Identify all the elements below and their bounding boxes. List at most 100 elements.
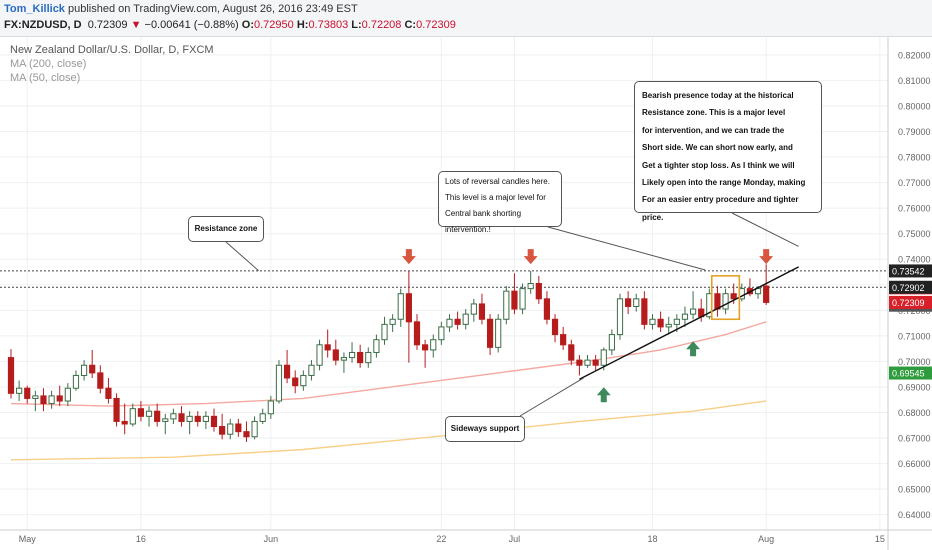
candle-body xyxy=(486,318,494,348)
candle-body xyxy=(608,334,615,351)
ohlc-line: FX:NZDUSD, D 0.72309 ▼ −0.00641 (−0.88%)… xyxy=(4,19,456,31)
y-tick-label: 0.77000 xyxy=(898,178,931,188)
y-tick-label: 0.76000 xyxy=(898,204,931,214)
candle-body xyxy=(503,290,510,320)
candle-body xyxy=(413,321,421,346)
candle-body xyxy=(511,290,518,310)
candle-body xyxy=(113,397,120,422)
candle-body xyxy=(714,293,721,310)
annotation-pointer xyxy=(225,241,259,272)
candle-body xyxy=(80,364,88,376)
candle-body xyxy=(194,415,201,422)
change-value: −0.00641 (−0.88%) xyxy=(144,19,239,31)
candle-body xyxy=(730,293,737,300)
arrow-up-icon xyxy=(686,341,701,357)
ma200-line xyxy=(10,400,767,461)
candle-body xyxy=(649,318,656,325)
publish-line: Tom_Killick published on TradingView.com… xyxy=(4,3,358,15)
candle-body xyxy=(551,318,559,336)
y-tick-label: 0.75000 xyxy=(898,229,931,239)
annotation-line: For an easier entry procedure and tighte… xyxy=(642,195,799,222)
x-tick-label: Jun xyxy=(264,534,279,544)
candle-body xyxy=(438,326,445,341)
annotation-pointer xyxy=(547,226,706,271)
candle-body xyxy=(251,420,258,438)
annotation-pointer xyxy=(519,377,584,417)
candle-body xyxy=(657,318,664,328)
chart-legend-title: New Zealand Dollar/U.S. Dollar, D, FXCM xyxy=(10,44,214,56)
candle-body xyxy=(154,410,161,422)
x-tick-label: Aug xyxy=(758,534,774,544)
candle-body xyxy=(592,359,599,366)
candle-body xyxy=(283,364,291,379)
candle-body xyxy=(633,298,640,307)
y-tick-label: 0.71000 xyxy=(898,331,931,341)
annotation-line: Sideways support xyxy=(450,424,520,433)
candle-body xyxy=(665,323,672,328)
candle-body xyxy=(430,339,437,351)
candle-body xyxy=(227,423,234,435)
candle-body xyxy=(275,364,283,402)
candle-body xyxy=(219,426,226,435)
candle-body xyxy=(422,344,429,351)
candle-body xyxy=(24,387,31,399)
candle-body xyxy=(584,359,591,366)
price-axis-badge-text: 0.72902 xyxy=(892,283,925,293)
y-tick-label: 0.69000 xyxy=(898,382,931,392)
support-trend-line xyxy=(579,266,799,380)
x-tick-label: 15 xyxy=(875,534,885,544)
price-axis-badge xyxy=(889,280,932,294)
y-tick-label: 0.80000 xyxy=(898,101,931,111)
legend-ma200: MA (200, close) xyxy=(10,58,87,70)
candle-body xyxy=(405,293,412,323)
arrow-down-icon xyxy=(523,249,538,265)
annotation-line: Bearish presence today at the historical xyxy=(642,91,794,100)
annotation-bearish-presence: Bearish presence today at the historical… xyxy=(634,81,822,222)
candle-body xyxy=(454,318,461,325)
candle-body xyxy=(170,413,177,420)
candle-body xyxy=(48,395,55,405)
arrow-down-icon xyxy=(401,249,416,265)
annotation-sideways-support: Sideways support xyxy=(445,416,525,442)
y-tick-label: 0.67000 xyxy=(898,434,931,444)
legend-ma50: MA (50, close) xyxy=(10,72,81,84)
open-value: 0.72950 xyxy=(254,19,294,31)
candle-body xyxy=(568,344,575,361)
candle-body xyxy=(145,410,153,417)
y-tick-label: 0.78000 xyxy=(898,153,931,163)
annotation-line: Short side. We can short now early, and xyxy=(642,143,793,153)
candle-body xyxy=(32,395,39,399)
candle-body xyxy=(16,387,23,394)
candle-body xyxy=(641,298,648,325)
y-tick-label: 0.64000 xyxy=(898,510,931,520)
candle-body xyxy=(397,293,404,320)
y-tick-label: 0.79000 xyxy=(898,127,931,137)
annotation-line: Get a tighter stop loss. As I think we w… xyxy=(642,160,795,170)
candle-body xyxy=(763,285,770,303)
annotation-pointer xyxy=(731,212,799,247)
arrow-down-icon xyxy=(759,249,774,265)
high-label: H: xyxy=(296,19,309,31)
candle-body xyxy=(365,351,372,364)
candle-body xyxy=(616,298,624,336)
author-link[interactable]: Tom_Killick xyxy=(4,3,65,15)
candle-body xyxy=(527,283,534,290)
annotation-line: Resistance zone. This is a major level xyxy=(642,108,786,118)
annotation-line: for intervention, and we can trade the xyxy=(642,125,785,135)
annotation-resistance-zone: Resistance zone xyxy=(188,216,264,242)
candle-body xyxy=(97,372,104,389)
y-tick-label: 0.65000 xyxy=(898,485,931,495)
price-axis-badge xyxy=(889,295,932,309)
annotation-line: Lots of reversal candles here. xyxy=(445,177,550,186)
candle-body xyxy=(316,344,323,366)
candle-body xyxy=(210,415,218,428)
candle-body xyxy=(722,293,729,310)
candle-body xyxy=(89,364,96,374)
candle-body xyxy=(137,408,145,417)
high-value: 0.73803 xyxy=(308,19,349,31)
candle-body xyxy=(373,339,380,353)
candle-body xyxy=(105,387,112,399)
y-tick-label: 0.68000 xyxy=(898,408,931,418)
candle-body xyxy=(495,318,502,348)
open-label: O: xyxy=(241,19,254,31)
